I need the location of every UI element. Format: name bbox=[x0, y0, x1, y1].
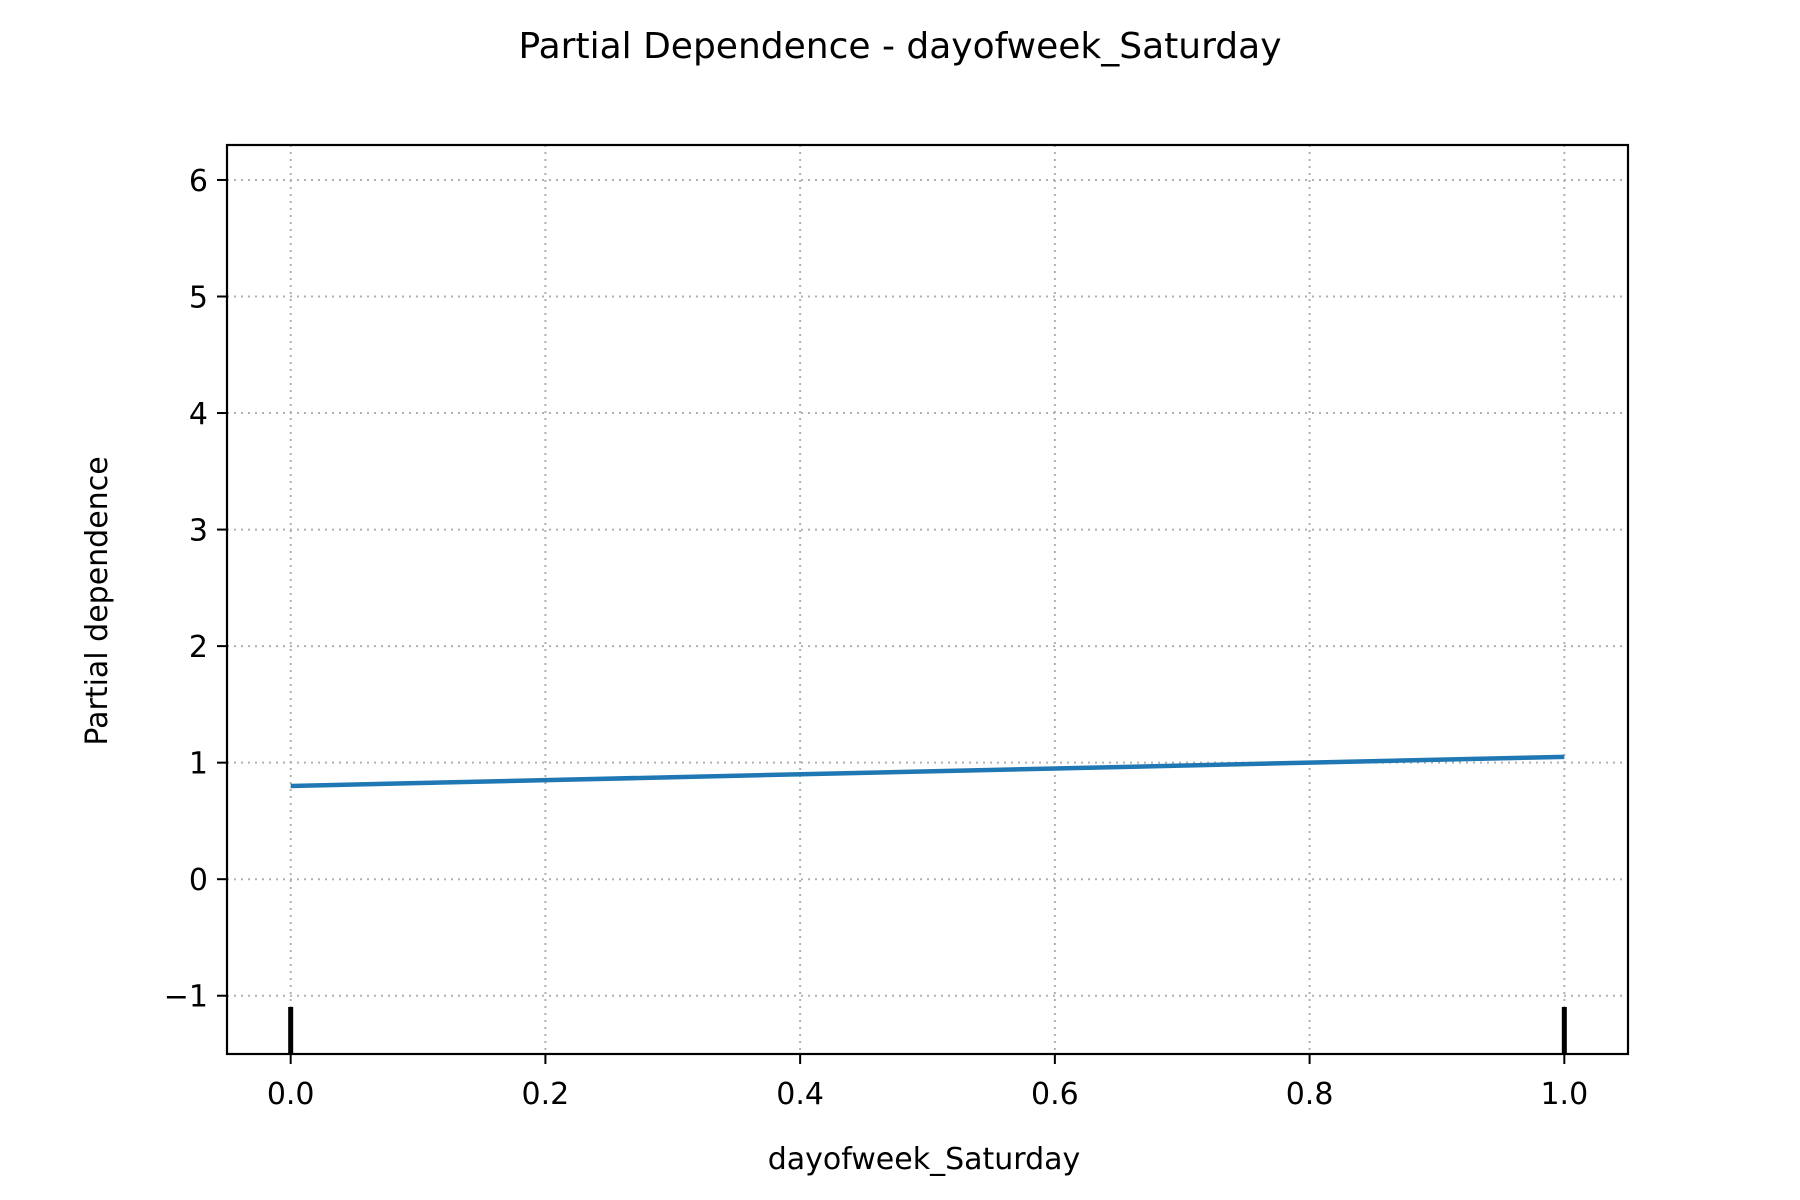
plot-data bbox=[288, 754, 1567, 1054]
y-tick-label: 3 bbox=[189, 514, 208, 549]
y-tick-label: −1 bbox=[164, 980, 208, 1015]
x-tick-label: 0.4 bbox=[776, 1077, 824, 1112]
series-line bbox=[290, 754, 1565, 789]
x-tick-label: 1.0 bbox=[1540, 1077, 1588, 1112]
x-tick-label: 0.8 bbox=[1286, 1077, 1334, 1112]
y-axis-label: Partial dependence bbox=[80, 456, 115, 745]
x-tick-label: 0.0 bbox=[267, 1077, 315, 1112]
plot-frame bbox=[225, 143, 1630, 1056]
axis-ticks: 0.0 0.2 0.4 0.6 0.8 1.0 −1 0 1 2 3 4 5 6 bbox=[164, 164, 1588, 1112]
grid bbox=[227, 145, 1628, 1054]
x-tick-label: 0.2 bbox=[522, 1077, 570, 1112]
y-tick-label: 4 bbox=[189, 397, 208, 432]
y-tick-label: 5 bbox=[189, 281, 208, 316]
y-tick-label: 1 bbox=[189, 747, 208, 782]
x-tick-label: 0.6 bbox=[1031, 1077, 1079, 1112]
chart-title: Partial Dependence - dayofweek_Saturday bbox=[519, 26, 1282, 67]
y-tick-label: 6 bbox=[189, 164, 208, 199]
x-axis-label: dayofweek_Saturday bbox=[768, 1142, 1081, 1177]
y-tick-label: 0 bbox=[189, 863, 208, 898]
y-tick-label: 2 bbox=[189, 630, 208, 665]
